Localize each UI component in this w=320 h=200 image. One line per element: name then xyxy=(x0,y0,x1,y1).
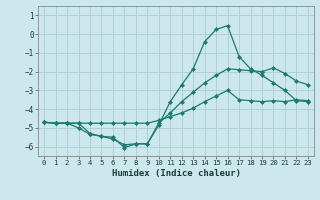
X-axis label: Humidex (Indice chaleur): Humidex (Indice chaleur) xyxy=(111,169,241,178)
